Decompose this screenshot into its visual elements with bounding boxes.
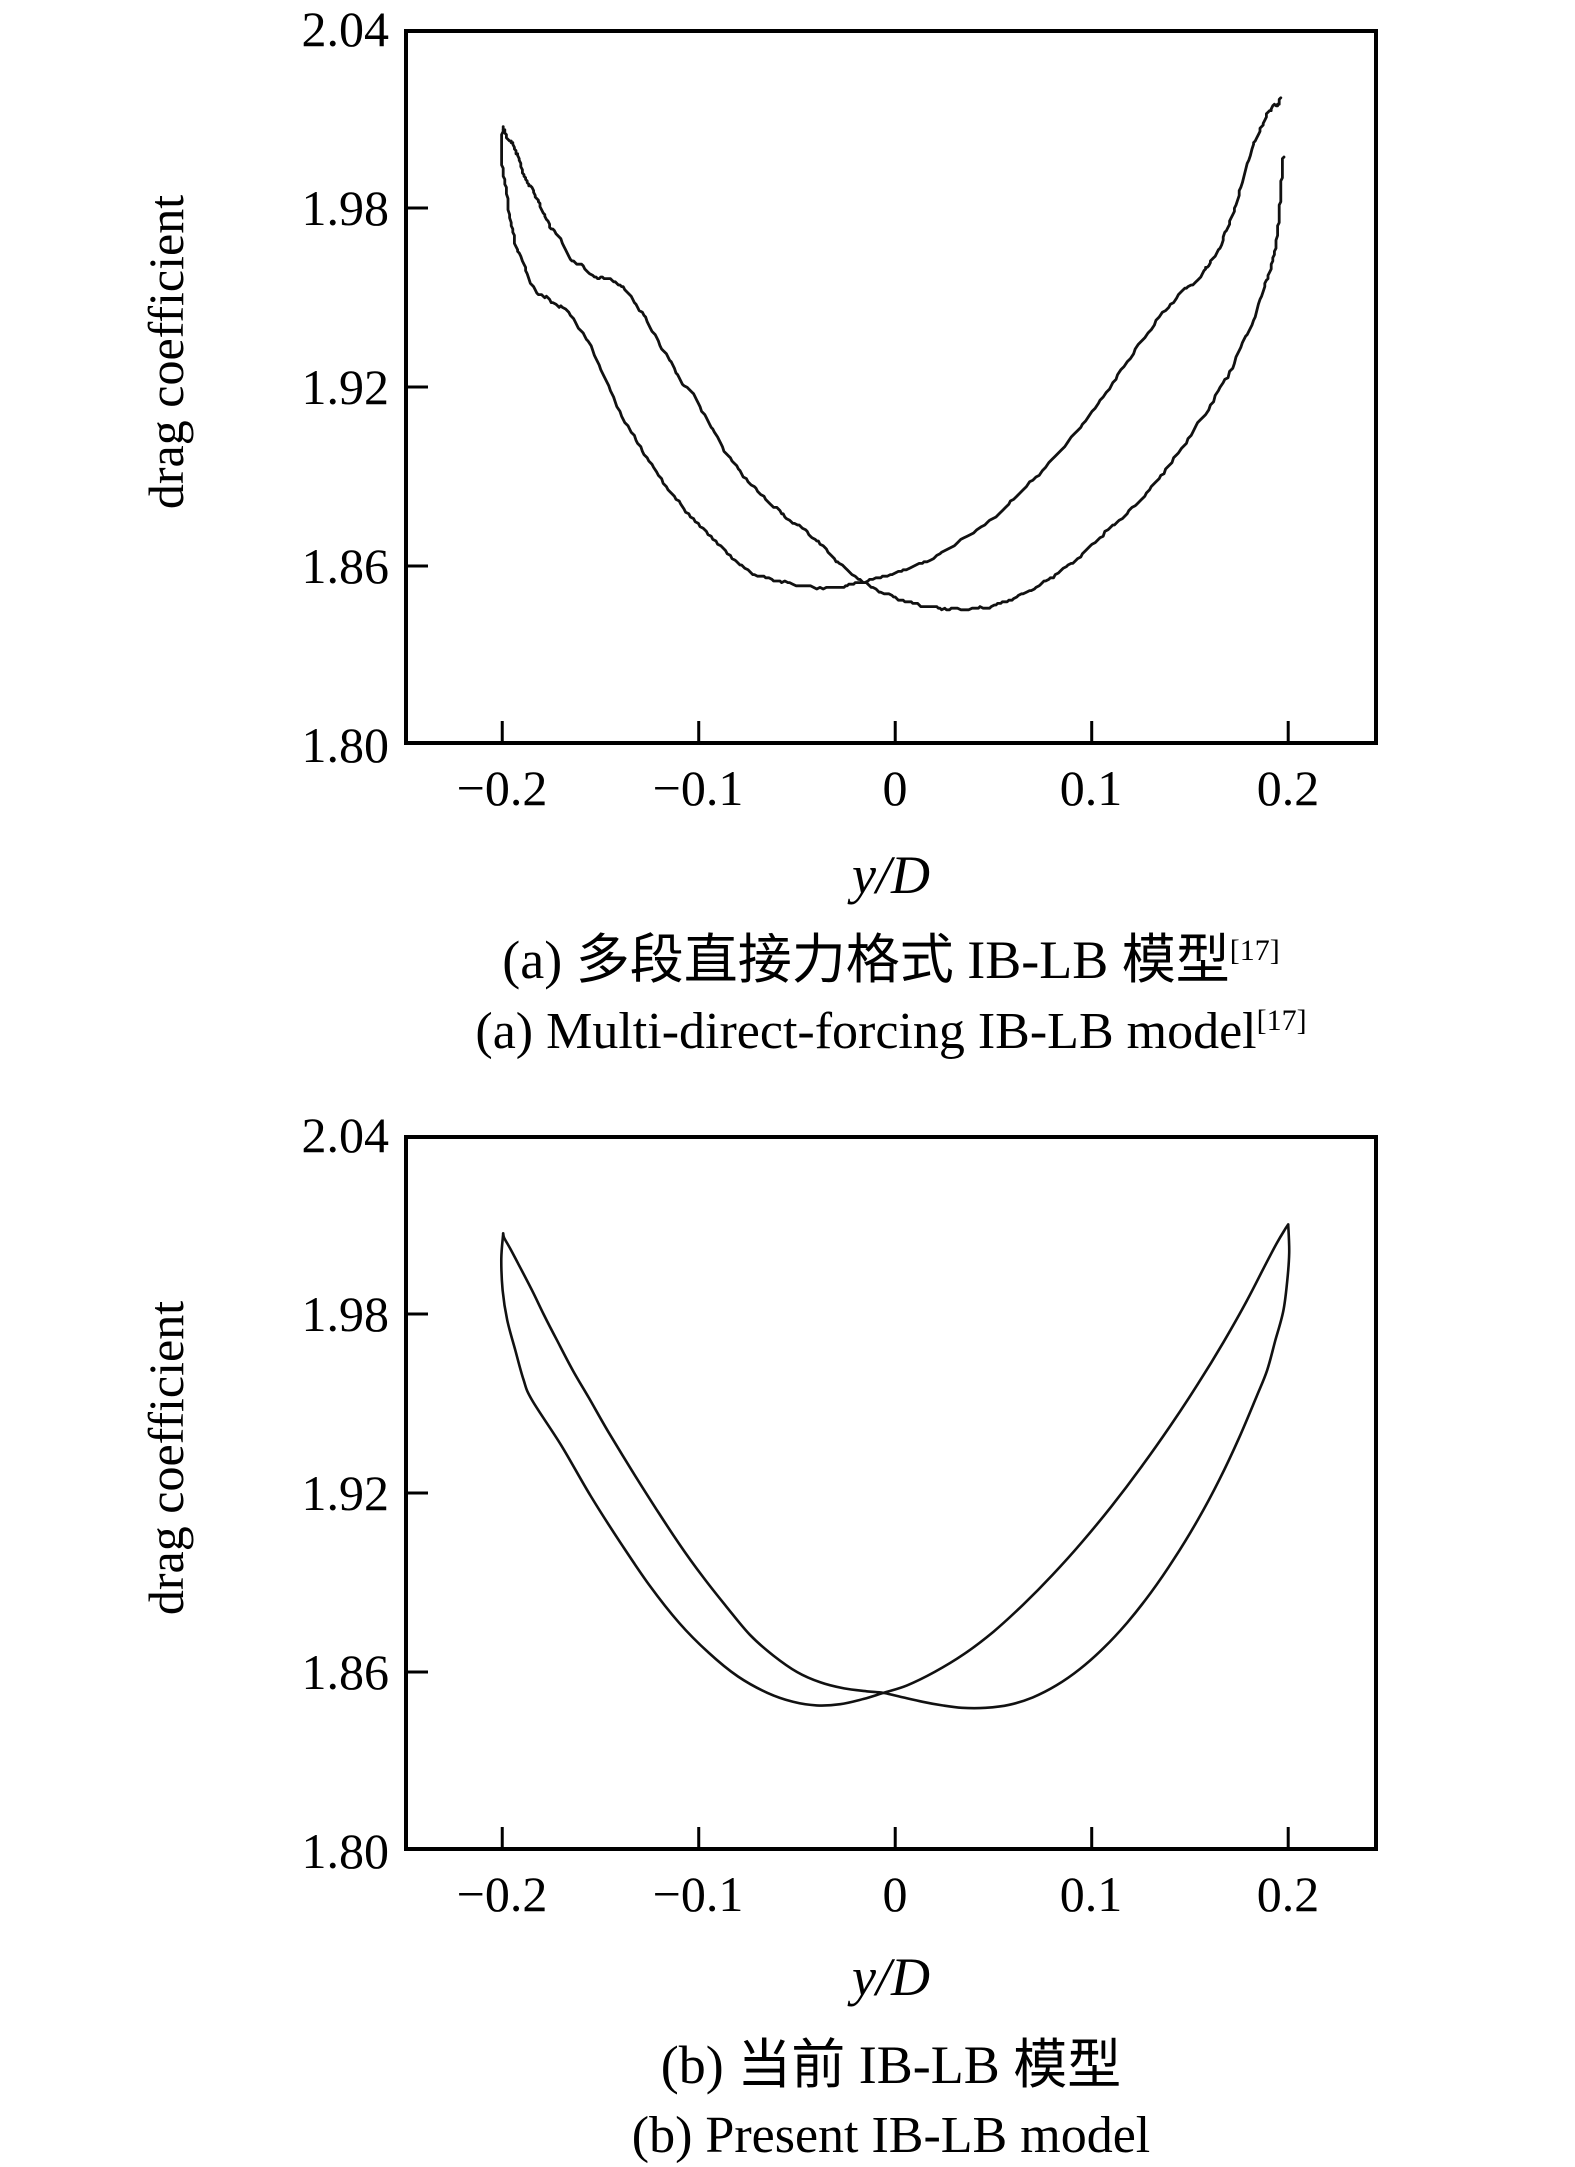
plot-frame: [404, 1135, 1378, 1851]
x-tick-label: 0.2: [1256, 1866, 1320, 1922]
x-tick-label: −0.1: [652, 1866, 744, 1922]
y-tick-label: 1.92: [301, 359, 390, 415]
drag-loop-curve-branch-descending-right: [501, 128, 1286, 612]
y-tick-label: 1.80: [301, 1823, 390, 1879]
y-tick-label: 2.04: [301, 1, 390, 57]
drag-loop-curve-branch-descending-right: [501, 1223, 1291, 1710]
x-tick-label: −0.2: [456, 1866, 548, 1922]
y-axis-label: drag coefficient: [138, 194, 194, 510]
caption-text: (b) 当前 IB-LB 模型: [660, 2035, 1122, 2095]
y-tick-label: 2.04: [301, 1107, 390, 1163]
y-tick-label: 1.98: [301, 1286, 390, 1342]
y-tick-label: 1.86: [301, 538, 390, 594]
x-tick-label: 0.1: [1059, 1866, 1123, 1922]
caption-reference-superscript: [17]: [1256, 1004, 1307, 1037]
y-tick-label: 1.92: [301, 1465, 390, 1521]
caption-text: (a) 多段直接力格式 IB-LB 模型: [502, 930, 1230, 990]
y-tick-label: 1.98: [301, 180, 390, 236]
y-tick-label: 1.80: [301, 717, 390, 773]
caption-text: (a) Multi-direct-forcing IB-LB model: [475, 1003, 1257, 1060]
x-tick-label: 0.1: [1059, 760, 1123, 816]
drag-loop-curve-branch-descending-left: [499, 1223, 1290, 1707]
drag-loop-plot: [404, 1135, 1378, 1851]
drag-loop-curve-branch-descending-left: [500, 96, 1283, 591]
caption-english: (b) Present IB-LB model: [404, 2108, 1378, 2164]
x-tick-label: 0.2: [1256, 760, 1320, 816]
caption-english: (a) Multi-direct-forcing IB-LB model[17]: [404, 1004, 1378, 1060]
y-tick-label: 1.86: [301, 1644, 390, 1700]
drag-loop-plot: [404, 29, 1378, 745]
x-tick-label: 0: [882, 760, 908, 816]
x-tick-label: −0.2: [456, 760, 548, 816]
plot-frame: [404, 29, 1378, 745]
x-axis-label: y/D: [852, 845, 930, 905]
caption-chinese: (a) 多段直接力格式 IB-LB 模型[17]: [404, 930, 1378, 990]
x-tick-label: 0: [882, 1866, 908, 1922]
caption-reference-superscript: [17]: [1229, 934, 1280, 967]
x-axis-label: y/D: [852, 1947, 930, 2007]
x-tick-label: −0.1: [652, 760, 744, 816]
caption-chinese: (b) 当前 IB-LB 模型: [404, 2035, 1378, 2095]
caption-text: (b) Present IB-LB model: [631, 2107, 1151, 2164]
y-axis-label: drag coefficient: [138, 1300, 194, 1616]
